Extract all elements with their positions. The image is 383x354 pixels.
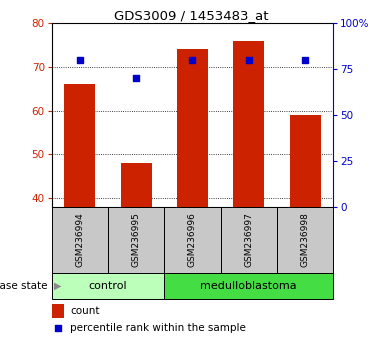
Point bbox=[302, 57, 308, 63]
Bar bbox=[164, 207, 221, 273]
Text: GDS3009 / 1453483_at: GDS3009 / 1453483_at bbox=[114, 9, 269, 22]
Bar bbox=[121, 163, 152, 354]
Text: ▶: ▶ bbox=[54, 281, 61, 291]
Bar bbox=[52, 207, 108, 273]
Point bbox=[246, 57, 252, 63]
Bar bbox=[52, 273, 164, 299]
Bar bbox=[64, 84, 95, 354]
Point bbox=[133, 75, 139, 81]
Bar bbox=[177, 49, 208, 354]
Text: percentile rank within the sample: percentile rank within the sample bbox=[70, 323, 246, 333]
Text: count: count bbox=[70, 306, 100, 316]
Bar bbox=[233, 41, 264, 354]
Text: GSM236994: GSM236994 bbox=[75, 212, 84, 267]
Text: GSM236998: GSM236998 bbox=[301, 212, 309, 267]
Point bbox=[55, 326, 61, 331]
Bar bbox=[221, 207, 277, 273]
Text: medulloblastoma: medulloblastoma bbox=[200, 281, 297, 291]
Text: GSM236997: GSM236997 bbox=[244, 212, 253, 267]
Bar bbox=[290, 115, 321, 354]
Point bbox=[190, 57, 196, 63]
Text: control: control bbox=[89, 281, 127, 291]
Bar bbox=[164, 273, 333, 299]
Bar bbox=[277, 207, 333, 273]
Bar bbox=[52, 304, 64, 318]
Point bbox=[77, 57, 83, 63]
Text: disease state: disease state bbox=[0, 281, 48, 291]
Text: GSM236996: GSM236996 bbox=[188, 212, 197, 267]
Bar bbox=[108, 207, 164, 273]
Text: GSM236995: GSM236995 bbox=[132, 212, 141, 267]
